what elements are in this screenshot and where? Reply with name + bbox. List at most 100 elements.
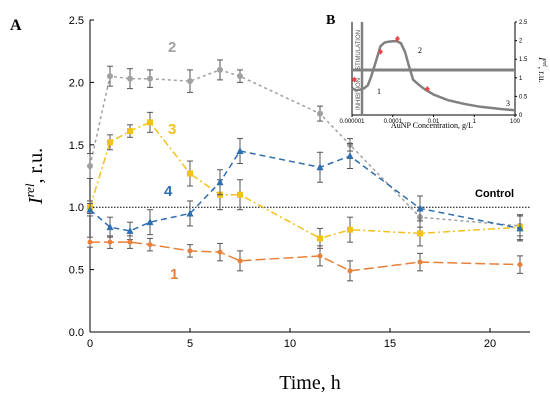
data-point xyxy=(107,139,113,146)
inset-y-axis-label-symbol: I xyxy=(537,56,547,61)
data-point xyxy=(317,110,323,117)
inset-marker xyxy=(377,48,383,55)
main-y-tick-label: 2.0 xyxy=(69,77,84,89)
main-x-tick-label: 0 xyxy=(87,338,93,350)
data-point xyxy=(147,119,153,126)
series-4-label: 4 xyxy=(164,183,173,200)
data-point xyxy=(317,253,323,259)
inset-y-tick-label: 1.5 xyxy=(519,57,528,63)
series-1: 1 xyxy=(87,235,523,283)
inset-x-tick-label: 0.000001 xyxy=(339,119,365,125)
main-y-axis-label-symbol: I xyxy=(25,196,47,205)
data-point xyxy=(106,223,114,231)
data-point xyxy=(236,147,244,155)
series-4-line xyxy=(89,150,521,232)
data-point xyxy=(416,204,424,212)
main-y-tick-label: 1.5 xyxy=(69,140,84,152)
inset-point-label-2: 2 xyxy=(418,46,422,55)
series-3: 3 xyxy=(87,111,523,249)
inset-point-label-3: 3 xyxy=(506,99,510,108)
inset-x-tick-label: 0.01 xyxy=(428,119,440,125)
inset-curve-group xyxy=(351,35,516,112)
inset-y-tick-label: 0.5 xyxy=(519,94,528,100)
data-point xyxy=(87,163,93,170)
data-point xyxy=(187,78,193,85)
data-point xyxy=(147,75,153,82)
main-y-tick-label: 0.5 xyxy=(69,265,84,277)
main-y-tick-label: 0.0 xyxy=(69,327,84,339)
series-2-label: 2 xyxy=(168,39,176,56)
data-point xyxy=(237,258,243,264)
data-point xyxy=(517,262,523,268)
inset-y-tick-label: 2.5 xyxy=(519,20,528,26)
control-line-group: Control xyxy=(90,188,530,208)
data-point xyxy=(347,268,353,274)
data-point xyxy=(126,226,134,234)
data-point xyxy=(317,235,323,242)
data-point xyxy=(237,73,243,80)
inset-y-tick-label: 0 xyxy=(519,113,523,119)
data-point xyxy=(346,152,354,160)
inset-y-tick-label: 1 xyxy=(519,76,523,82)
data-point xyxy=(217,249,223,255)
data-point xyxy=(87,239,93,245)
data-point xyxy=(147,242,153,248)
data-point xyxy=(516,224,524,232)
inset-y-axis-label: Irel, r.u. xyxy=(537,56,547,82)
inset-marker xyxy=(424,85,430,92)
series-2: 2 xyxy=(87,39,523,237)
main-tick-group: 0 5 10 15 20 0.0 0.5 1.0 1.5 2.0 2.5 xyxy=(69,15,496,350)
main-y-tick-label: 1.0 xyxy=(69,202,84,214)
inset-marker xyxy=(351,76,357,83)
series-4: 4 xyxy=(86,138,524,242)
main-x-tick-label: 20 xyxy=(484,338,496,350)
data-point xyxy=(107,73,113,80)
inset-curve-line xyxy=(351,40,516,112)
data-point xyxy=(186,209,194,217)
main-x-tick-label: 15 xyxy=(384,338,396,350)
data-point xyxy=(146,218,154,226)
data-point xyxy=(127,239,133,245)
data-point xyxy=(347,226,353,233)
control-label: Control xyxy=(475,188,514,200)
inset-x-axis-label: AuNP Concentration, g/L xyxy=(391,121,473,130)
data-point xyxy=(216,178,224,186)
inset-y-axis-label-unit: , r.u. xyxy=(537,67,547,83)
inset-x-tick-label: 1 xyxy=(473,119,477,125)
series-1-label: 1 xyxy=(170,266,178,283)
data-point xyxy=(86,205,94,213)
main-y-axis-label-unit: , r.u. xyxy=(25,148,47,184)
data-point xyxy=(316,163,324,171)
data-point xyxy=(187,170,193,177)
data-point xyxy=(217,66,223,73)
series-group: 2 3 4 1 xyxy=(86,39,524,283)
region-label-stimulation: STIMULATION xyxy=(356,30,362,70)
inset-point-label-1: 1 xyxy=(377,87,381,96)
panel-label-a: A xyxy=(10,17,22,34)
main-x-axis-label: Time, h xyxy=(279,372,341,394)
data-point xyxy=(127,75,133,82)
series-1-line xyxy=(90,241,521,272)
inset-marker xyxy=(394,35,400,42)
main-x-tick-label: 5 xyxy=(187,338,193,350)
data-point xyxy=(417,259,423,265)
inset-x-tick-label: 0.0001 xyxy=(384,119,403,125)
main-y-axis-label-sup: rel xyxy=(22,183,37,197)
main-x-tick-label: 10 xyxy=(284,338,296,350)
inset-y-axis-label-sup: rel xyxy=(541,60,547,67)
series-3-label: 3 xyxy=(168,121,176,138)
data-point xyxy=(127,128,133,135)
inset-y-tick-label: 2 xyxy=(519,39,523,45)
inset-x-tick-label: 100 xyxy=(510,119,521,125)
data-point xyxy=(107,239,113,245)
main-y-tick-label: 2.5 xyxy=(69,15,84,27)
panel-label-b: B xyxy=(326,13,335,28)
data-point xyxy=(417,230,423,237)
region-label-inhibition: INHIBITION xyxy=(356,78,362,110)
data-point xyxy=(237,191,243,198)
data-point xyxy=(187,248,193,254)
main-y-axis-label: Irel, r.u. xyxy=(22,148,47,205)
